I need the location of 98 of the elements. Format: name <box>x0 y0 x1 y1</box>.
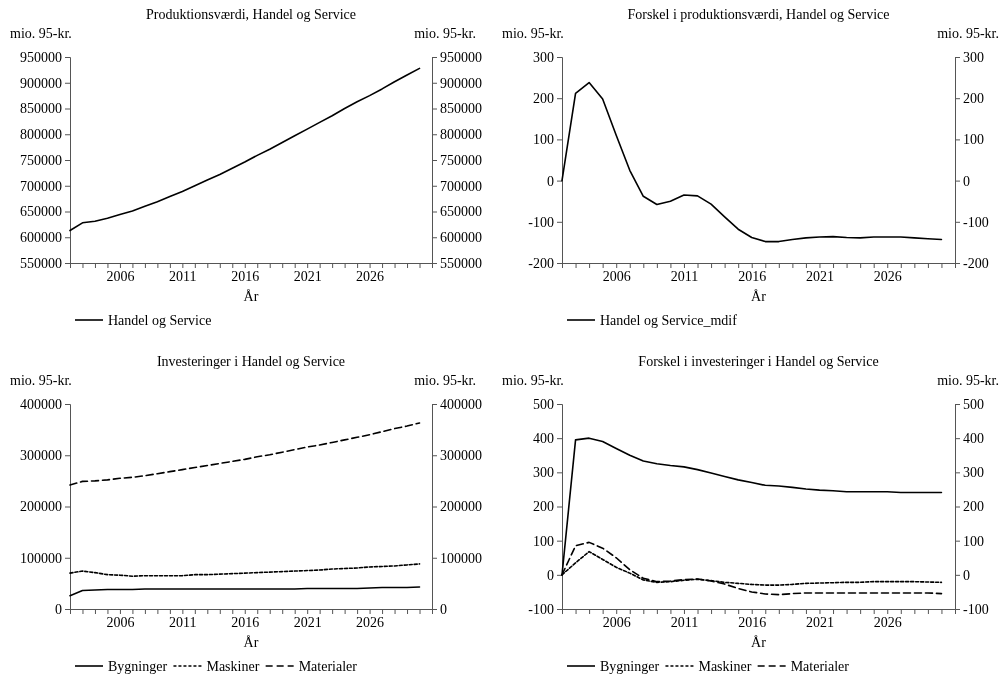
x-tick-label: 2006 <box>106 614 135 630</box>
x-axis-title: År <box>243 289 259 304</box>
y2-tick-label: 950000 <box>440 49 482 65</box>
legend-label: Bygninger <box>108 659 168 674</box>
y-tick-label: -100 <box>528 601 554 617</box>
y2-tick-label: 100 <box>963 132 984 148</box>
x-tick-label: 2016 <box>738 268 767 284</box>
x-tick-label: 2026 <box>356 614 385 630</box>
y2-tick-label: 400 <box>963 431 984 447</box>
x-axis-title: År <box>751 635 767 650</box>
x-tick-label: 2016 <box>231 614 260 630</box>
x-tick-label: 2026 <box>873 268 902 284</box>
legend-label: Maskiner <box>206 659 260 674</box>
y-axis-title: mio. 95-kr. <box>502 373 564 388</box>
y2-tick-label: 0 <box>963 173 970 189</box>
y2-tick-label: 650000 <box>440 204 482 220</box>
y2-tick-label: 550000 <box>440 255 482 271</box>
y2-tick-label: 200000 <box>440 499 482 515</box>
legend-label: Bygninger <box>600 659 660 674</box>
legend-label: Materialer <box>298 659 358 674</box>
y-tick-label: 900000 <box>20 75 62 91</box>
y-tick-label: 800000 <box>20 127 62 143</box>
x-tick-label: 2011 <box>169 268 197 284</box>
y-tick-label: 400000 <box>20 396 62 412</box>
x-tick-label: 2011 <box>169 614 197 630</box>
legend-label: Maskiner <box>698 659 752 674</box>
y-axis-title: mio. 95-kr. <box>502 26 564 41</box>
legend-label: Handel og Service <box>108 313 212 328</box>
y2-tick-label: 300 <box>963 465 984 481</box>
y2-tick-label: 0 <box>963 567 970 583</box>
y2-tick-label: -100 <box>963 601 989 617</box>
y-tick-label: 750000 <box>20 152 62 168</box>
x-axis-title: År <box>243 635 259 650</box>
y2-tick-label: 100000 <box>440 550 482 566</box>
y2-tick-label: 300000 <box>440 448 482 464</box>
y-tick-label: 0 <box>547 567 554 583</box>
y-tick-label: 550000 <box>20 255 62 271</box>
y-tick-label: -200 <box>528 255 554 271</box>
chart-title: Forskel i investeringer i Handel og Service <box>638 354 879 369</box>
legend-label: Handel og Service_mdif <box>600 313 738 328</box>
y2-tick-label: 400000 <box>440 396 482 412</box>
x-tick-label: 2021 <box>293 614 322 630</box>
y-tick-label: 300000 <box>20 448 62 464</box>
y-tick-label: 100 <box>533 132 554 148</box>
y-tick-label: 200000 <box>20 499 62 515</box>
y-axis-title: mio. 95-kr. <box>10 26 72 41</box>
y-tick-label: 200 <box>533 91 554 107</box>
y-tick-label: 300 <box>533 49 554 65</box>
y2-tick-label: 700000 <box>440 178 482 194</box>
y-tick-label: 850000 <box>20 101 62 117</box>
y2-tick-label: 800000 <box>440 127 482 143</box>
y2-tick-label: 200 <box>963 499 984 515</box>
y-axis-title: mio. 95-kr. <box>10 373 72 388</box>
y-tick-label: -100 <box>528 214 554 230</box>
x-tick-label: 2016 <box>738 614 767 630</box>
y2-tick-label: 600000 <box>440 230 482 246</box>
x-tick-label: 2016 <box>231 268 260 284</box>
x-tick-label: 2021 <box>293 268 322 284</box>
y-tick-label: 400 <box>533 431 554 447</box>
y-tick-label: 700000 <box>20 178 62 194</box>
y2-axis-title: mio. 95-kr. <box>414 26 476 41</box>
y2-tick-label: 850000 <box>440 101 482 117</box>
y2-axis-title: mio. 95-kr. <box>937 373 999 388</box>
y-tick-label: 0 <box>55 601 62 617</box>
y2-tick-label: 750000 <box>440 152 482 168</box>
x-tick-label: 2021 <box>805 614 834 630</box>
chart-title: Forskel i produktionsværdi, Handel og Service <box>627 7 890 22</box>
x-tick-label: 2026 <box>873 614 902 630</box>
y-tick-label: 500 <box>533 396 554 412</box>
y2-tick-label: 0 <box>440 601 447 617</box>
x-axis-title: År <box>751 289 767 304</box>
y-tick-label: 650000 <box>20 204 62 220</box>
y-tick-label: 950000 <box>20 49 62 65</box>
y2-tick-label: -100 <box>963 214 989 230</box>
x-tick-label: 2011 <box>670 614 699 630</box>
y2-tick-label: 200 <box>963 91 984 107</box>
y-tick-label: 0 <box>547 173 554 189</box>
y-tick-label: 600000 <box>20 230 62 246</box>
x-tick-label: 2006 <box>106 268 135 284</box>
x-tick-label: 2026 <box>356 268 385 284</box>
y-tick-label: 200 <box>533 499 554 515</box>
y-tick-label: 100 <box>533 533 554 549</box>
y2-axis-title: mio. 95-kr. <box>414 373 476 388</box>
y2-axis-title: mio. 95-kr. <box>937 26 999 41</box>
y-tick-label: 100000 <box>20 550 62 566</box>
chart-title: Investeringer i Handel og Service <box>156 354 346 369</box>
y2-tick-label: -200 <box>963 255 989 271</box>
chart-title: Produktionsværdi, Handel og Service <box>146 7 356 22</box>
x-tick-label: 2011 <box>670 268 699 284</box>
y-tick-label: 300 <box>533 465 554 481</box>
x-tick-label: 2006 <box>602 614 631 630</box>
y2-tick-label: 300 <box>963 49 984 65</box>
x-tick-label: 2021 <box>805 268 834 284</box>
y2-tick-label: 900000 <box>440 75 482 91</box>
y2-tick-label: 100 <box>963 533 984 549</box>
x-tick-label: 2006 <box>602 268 631 284</box>
y2-tick-label: 500 <box>963 396 984 412</box>
legend-label: Materialer <box>790 659 850 674</box>
